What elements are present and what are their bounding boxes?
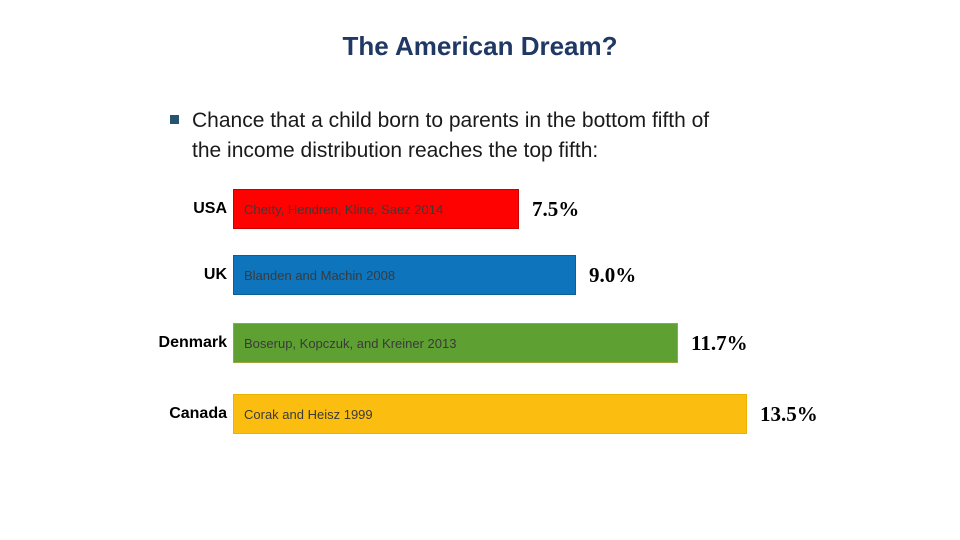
bar-citation-canada: Corak and Heisz 1999 bbox=[244, 406, 373, 422]
bar-citation-usa: Chetty, Hendren, Kline, Saez 2014 bbox=[244, 201, 444, 217]
bullet-text-line2: the income distribution reaches the top … bbox=[192, 139, 599, 162]
chart-row-uk: UK Blanden and Machin 2008 9.0% bbox=[0, 255, 960, 295]
bar-citation-uk: Blanden and Machin 2008 bbox=[244, 267, 396, 283]
category-label-canada: Canada bbox=[169, 405, 227, 422]
bullet-text-line1: Chance that a child born to parents in t… bbox=[192, 109, 710, 132]
bar-uk: Blanden and Machin 2008 bbox=[233, 255, 576, 295]
slide-title: The American Dream? bbox=[342, 31, 618, 61]
bullet-text: Chance that a child born to parents in t… bbox=[192, 106, 709, 166]
value-label-denmark: 11.7% bbox=[691, 331, 748, 355]
bar-canada: Corak and Heisz 1999 bbox=[233, 394, 747, 434]
value-label-usa: 7.5% bbox=[532, 197, 580, 221]
category-label-usa: USA bbox=[193, 200, 227, 217]
bar-usa: Chetty, Hendren, Kline, Saez 2014 bbox=[233, 189, 519, 229]
chart-row-denmark: Denmark Boserup, Kopczuk, and Kreiner 20… bbox=[0, 323, 960, 363]
value-label-uk: 9.0% bbox=[589, 263, 637, 287]
value-label-canada: 13.5% bbox=[760, 402, 818, 426]
bar-citation-denmark: Boserup, Kopczuk, and Kreiner 2013 bbox=[244, 335, 457, 351]
bullet-square-icon bbox=[170, 115, 179, 124]
category-label-uk: UK bbox=[203, 266, 227, 283]
chart-row-usa: USA Chetty, Hendren, Kline, Saez 2014 7.… bbox=[0, 189, 960, 229]
category-label-denmark: Denmark bbox=[158, 334, 227, 351]
bar-denmark: Boserup, Kopczuk, and Kreiner 2013 bbox=[233, 323, 678, 363]
bullet-item: Chance that a child born to parents in t… bbox=[170, 106, 810, 166]
chart-row-canada: Canada Corak and Heisz 1999 13.5% bbox=[0, 394, 960, 434]
